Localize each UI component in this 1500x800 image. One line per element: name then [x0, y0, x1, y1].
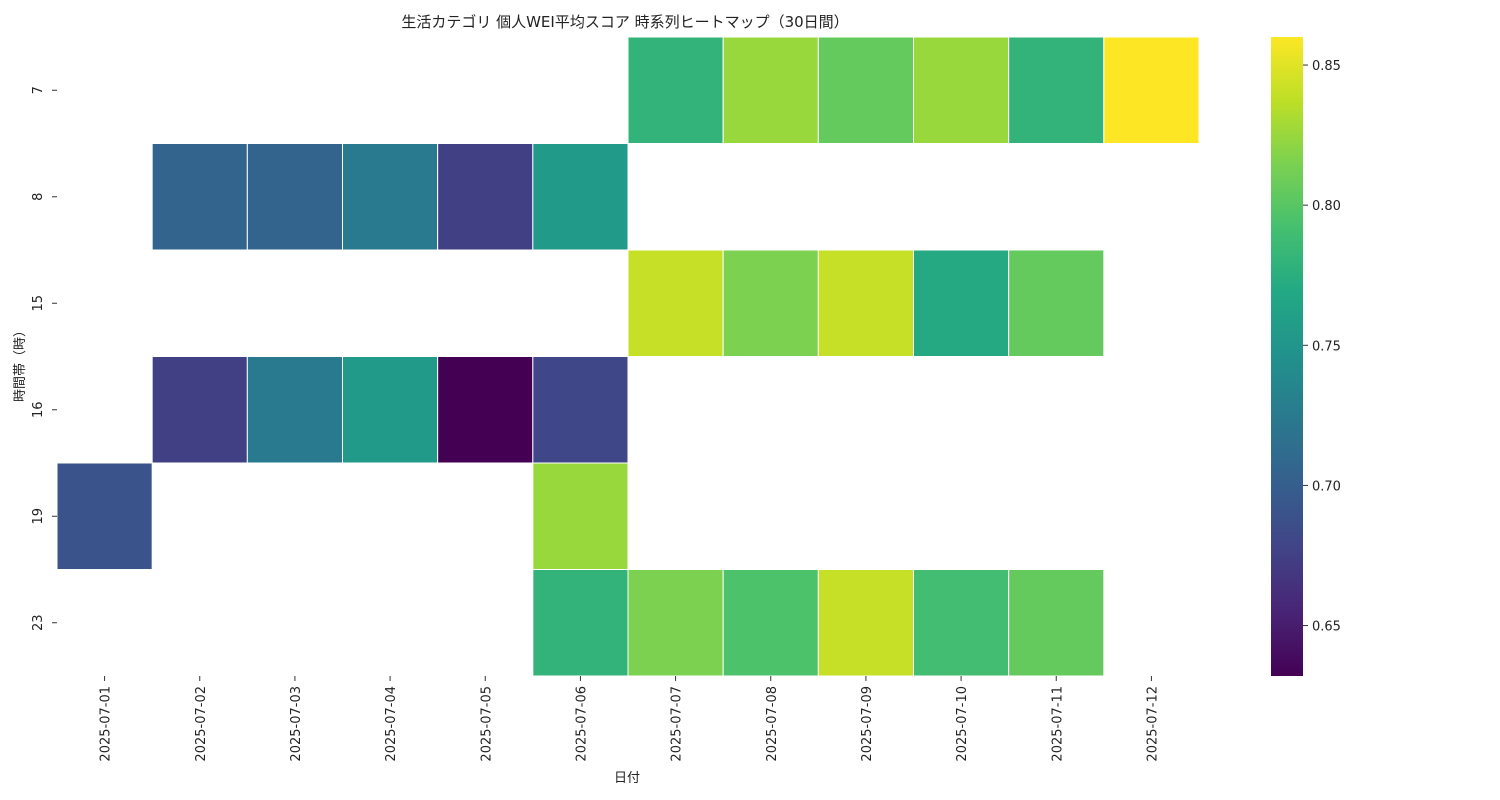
y-axis-label: 時間帯（時）: [13, 324, 28, 402]
heatmap-cell-16-2025-07-04: [342, 356, 439, 464]
heatmap-cell-15-2025-07-10: [913, 249, 1010, 357]
heatmap-cell-23-2025-07-08: [722, 569, 819, 677]
heatmap-cell-16-2025-07-05: [437, 356, 534, 464]
heatmap-cell-19-2025-07-01: [56, 462, 153, 570]
colorbar-tick-label: 0.70: [1312, 479, 1341, 494]
y-tick-label: 23: [31, 614, 46, 631]
heatmap-cell-23-2025-07-07: [627, 569, 724, 677]
y-tick-label: 16: [31, 401, 46, 418]
heatmap-cell-8-2025-07-05: [437, 143, 534, 251]
heatmap-cell-7-2025-07-10: [913, 36, 1010, 144]
x-tick-label: 2025-07-12: [1145, 686, 1160, 762]
heatmap-cell-16-2025-07-03: [246, 356, 343, 464]
colorbar-tick-label: 0.75: [1312, 339, 1341, 354]
x-tick-label: 2025-07-11: [1050, 686, 1065, 762]
y-tick-label: 8: [31, 193, 46, 201]
heatmap-cell-23-2025-07-10: [913, 569, 1010, 677]
heatmap-cell-8-2025-07-02: [151, 143, 248, 251]
heatmap-cell-7-2025-07-11: [1008, 36, 1105, 144]
heatmap-cell-8-2025-07-06: [532, 143, 629, 251]
heatmap-cell-15-2025-07-08: [722, 249, 819, 357]
heatmap-cell-7-2025-07-09: [817, 36, 914, 144]
x-tick-label: 2025-07-08: [765, 686, 780, 762]
y-tick-label: 7: [31, 86, 46, 94]
x-tick-label: 2025-07-10: [955, 686, 970, 762]
x-tick-label: 2025-07-02: [194, 686, 209, 762]
heatmap-cell-19-2025-07-06: [532, 462, 629, 570]
heatmap-cell-15-2025-07-11: [1008, 249, 1105, 357]
heatmap-cell-16-2025-07-02: [151, 356, 248, 464]
heatmap-cell-15-2025-07-07: [627, 249, 724, 357]
colorbar-tick-label: 0.80: [1312, 199, 1341, 214]
x-tick-label: 2025-07-06: [574, 686, 589, 762]
heatmap-cell-8-2025-07-03: [246, 143, 343, 251]
x-tick-label: 2025-07-09: [860, 686, 875, 762]
heatmap-cell-16-2025-07-06: [532, 356, 629, 464]
x-tick-label: 2025-07-07: [670, 686, 685, 762]
heatmap-cell-23-2025-07-09: [817, 569, 914, 677]
heatmap-cell-15-2025-07-09: [817, 249, 914, 357]
x-tick-label: 2025-07-05: [479, 686, 494, 762]
y-axis-ticks: 7 8 15 16 19 23: [31, 86, 57, 631]
y-tick-label: 19: [31, 508, 46, 525]
colorbar: [1271, 37, 1303, 676]
x-tick-label: 2025-07-04: [384, 686, 399, 762]
heatmap-cell-23-2025-07-06: [532, 569, 629, 677]
x-axis-label: 日付: [614, 771, 640, 786]
colorbar-tick-label: 0.65: [1312, 620, 1341, 635]
heatmap-cells: [56, 36, 1200, 677]
heatmap-cell-7-2025-07-12: [1103, 36, 1200, 144]
y-tick-label: 15: [31, 295, 46, 312]
heatmap-cell-23-2025-07-11: [1008, 569, 1105, 677]
colorbar-ticks: 0.65 0.70 0.75 0.80 0.85: [1303, 59, 1341, 635]
heatmap-cell-8-2025-07-04: [342, 143, 439, 251]
x-tick-label: 2025-07-03: [289, 686, 304, 762]
heatmap-cell-7-2025-07-07: [627, 36, 724, 144]
x-axis-ticks: 2025-07-01 2025-07-02 2025-07-03 2025-07-04…: [99, 676, 1160, 762]
x-tick-label: 2025-07-01: [99, 686, 114, 762]
colorbar-tick-label: 0.85: [1312, 59, 1341, 74]
heatmap-cell-7-2025-07-08: [722, 36, 819, 144]
chart-title: 生活カテゴリ 個人WEI平均スコア 時系列ヒートマップ（30日間）: [401, 13, 848, 31]
